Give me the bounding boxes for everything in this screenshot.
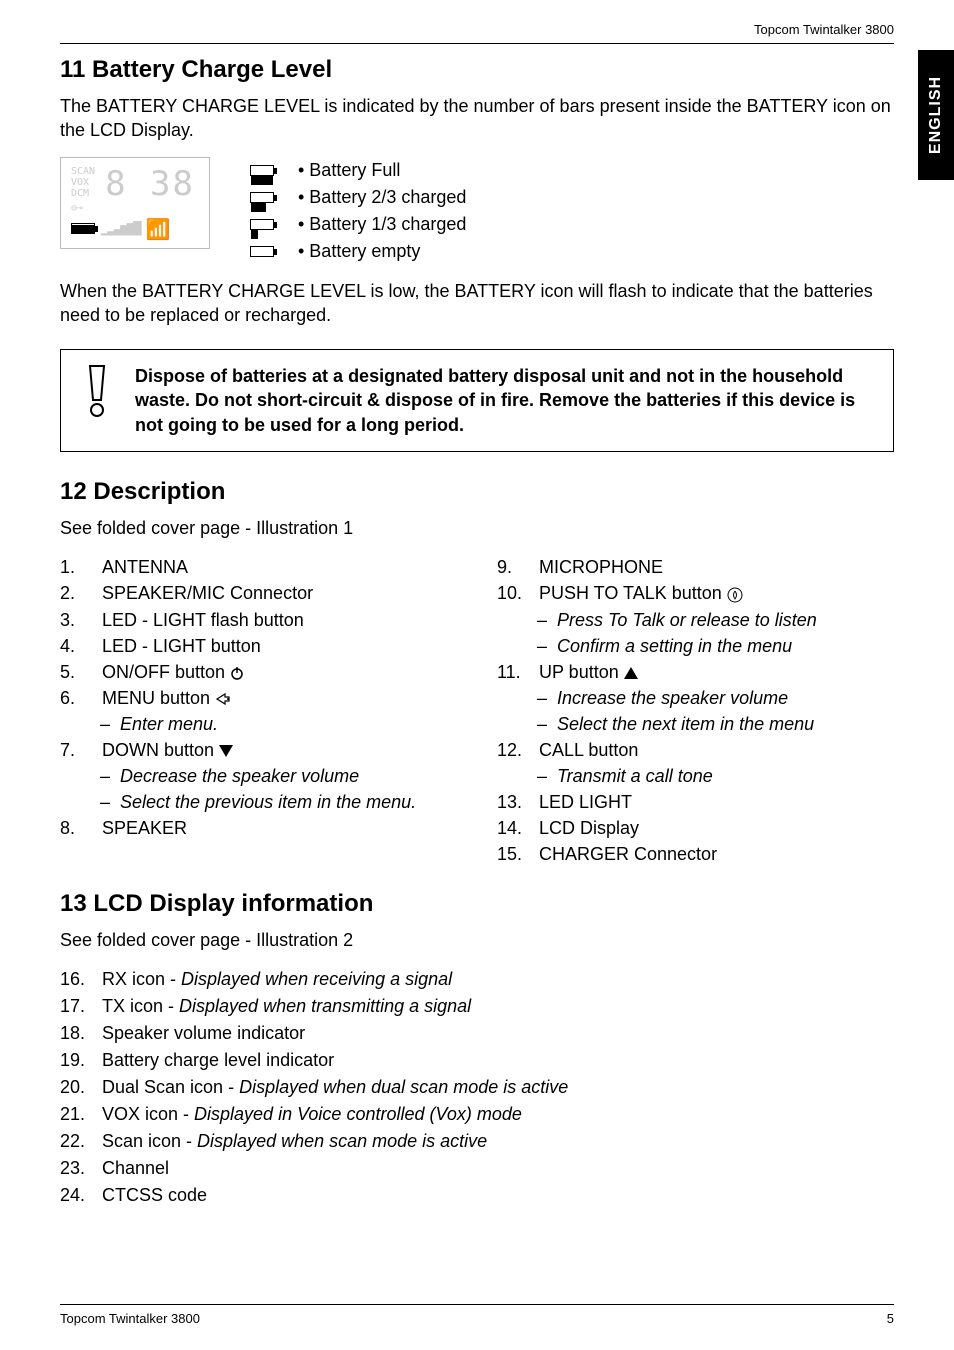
battery-full-icon [250,165,274,176]
lcd-item-24: 24.CTCSS code [60,1182,894,1209]
language-tab: ENGLISH [918,50,954,180]
lcd-item-18: 18.Speaker volume indicator [60,1020,894,1047]
lcd-digits: 8 38 [105,166,195,203]
lcd-item-23: 23.Channel [60,1155,894,1182]
lcd-item-21: 21.VOX icon - Displayed in Voice control… [60,1101,894,1128]
item-2: 2.SPEAKER/MIC Connector [60,580,457,606]
battery-level-full: • Battery Full [250,157,466,184]
footer-left: Topcom Twintalker 3800 [60,1311,200,1326]
battery-level-13: • Battery 1/3 charged [250,211,466,238]
item-7: 7.DOWN button [60,737,457,763]
item-1: 1.ANTENNA [60,554,457,580]
lcd-antenna-icon: 📶 [146,218,171,240]
lcd-item-20: 20.Dual Scan icon - Displayed when dual … [60,1074,894,1101]
battery-13-icon [250,219,274,230]
item-4: 4.LED - LIGHT button [60,633,457,659]
item-12: 12.CALL button [497,737,894,763]
item-6-subs: Enter menu. [60,711,457,737]
item-6: 6.MENU button [60,685,457,711]
item-11-subs: Increase the speaker volume Select the n… [497,685,894,737]
section-11-low-note: When the BATTERY CHARGE LEVEL is low, th… [60,279,894,328]
lcd-line2: VOX [71,177,95,188]
lcd-info-list: 16.RX icon - Displayed when receiving a … [60,966,894,1209]
item-7-subs: Decrease the speaker volume Select the p… [60,763,457,815]
section-12-title: 12 Description [60,478,894,506]
battery-row: SCAN VOX DCM 8 38 ⊖⊸ ▁▂▃▅▆▇ 📶 • Battery … [60,157,894,265]
battery-13-label: • Battery 1/3 charged [298,211,466,238]
page: Topcom Twintalker 3800 ENGLISH 11 Batter… [0,0,954,1350]
lcd-item-19: 19.Battery charge level indicator [60,1047,894,1074]
battery-level-list: • Battery Full • Battery 2/3 charged • B… [250,157,466,265]
lcd-line3: DCM [71,188,95,199]
item-8: 8.SPEAKER [60,815,457,841]
description-col-left: 1.ANTENNA 2.SPEAKER/MIC Connector 3.LED … [60,554,457,867]
battery-empty-icon [250,246,274,257]
section-13-title: 13 LCD Display information [60,890,894,918]
description-columns: 1.ANTENNA 2.SPEAKER/MIC Connector 3.LED … [60,554,894,867]
battery-23-icon [250,192,274,203]
lcd-key-icon: ⊖⊸ [71,203,199,214]
item-10-subs: Press To Talk or release to listen Confi… [497,607,894,659]
lcd-preview: SCAN VOX DCM 8 38 ⊖⊸ ▁▂▃▅▆▇ 📶 [60,157,210,249]
exclamation-icon [77,364,117,418]
battery-empty-label: • Battery empty [298,238,420,265]
footer-page-number: 5 [887,1311,894,1326]
item-14: 14.LCD Display [497,815,894,841]
description-col-right: 9.MICROPHONE 10.PUSH TO TALK button Pres… [497,554,894,867]
lcd-signal-icon: ▁▂▃▅▆▇ [101,221,140,236]
section-12-intro: See folded cover page - Illustration 1 [60,516,894,540]
item-10: 10.PUSH TO TALK button [497,580,894,606]
item-13: 13.LED LIGHT [497,789,894,815]
item-9: 9.MICROPHONE [497,554,894,580]
dispose-callout-text: Dispose of batteries at a designated bat… [135,364,877,437]
section-11-intro: The BATTERY CHARGE LEVEL is indicated by… [60,94,894,143]
item-12-subs: Transmit a call tone [497,763,894,789]
header-rule [60,43,894,44]
footer: Topcom Twintalker 3800 5 [60,1304,894,1326]
menu-icon [215,692,231,706]
item-3: 3.LED - LIGHT flash button [60,607,457,633]
down-icon [219,745,233,757]
language-tab-label: ENGLISH [927,76,945,154]
dispose-callout: Dispose of batteries at a designated bat… [60,349,894,452]
section-11-title: 11 Battery Charge Level [60,56,894,84]
lcd-line1: SCAN [71,166,95,177]
power-icon [230,666,244,680]
lcd-item-16: 16.RX icon - Displayed when receiving a … [60,966,894,993]
ptt-icon [727,587,743,603]
battery-23-label: • Battery 2/3 charged [298,184,466,211]
lcd-battery-icon [71,223,95,234]
battery-level-empty: • Battery empty [250,238,466,265]
section-13-intro: See folded cover page - Illustration 2 [60,928,894,952]
battery-full-label: • Battery Full [298,157,400,184]
lcd-item-22: 22.Scan icon - Displayed when scan mode … [60,1128,894,1155]
lcd-item-17: 17.TX icon - Displayed when transmitting… [60,993,894,1020]
item-11: 11.UP button [497,659,894,685]
item-15: 15.CHARGER Connector [497,841,894,867]
battery-level-23: • Battery 2/3 charged [250,184,466,211]
item-5: 5.ON/OFF button [60,659,457,685]
up-icon [624,667,638,679]
header-product: Topcom Twintalker 3800 [60,22,894,37]
